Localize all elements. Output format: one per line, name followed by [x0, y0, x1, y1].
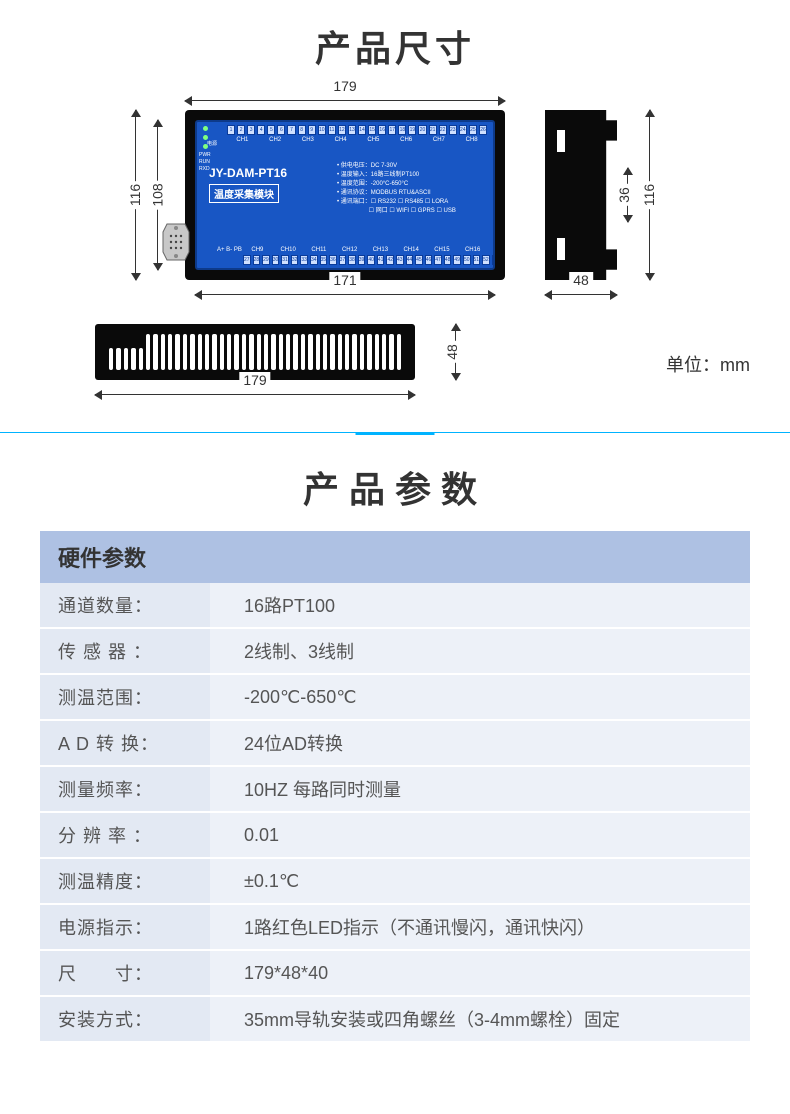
table-row: A D 转 换：24位AD转换 [40, 720, 750, 766]
bottom-terminals: 2728293031323334353637383940414243444546… [243, 255, 487, 265]
dimensions-section: 产品尺寸 179 116 108 [0, 0, 790, 414]
param-key: 通道数量： [40, 583, 210, 628]
dim-front-width-inner: 171 [195, 284, 495, 304]
table-row: 测温范围：-200℃-650℃ [40, 674, 750, 720]
dim-side-height-inner: 36 [617, 168, 639, 222]
table-row: 测温精度：±0.1℃ [40, 858, 750, 904]
parameters-title: 产品参数 [40, 461, 750, 513]
top-terminals: 1234567891011121314151617181920212223242… [227, 125, 487, 135]
param-key: 安装方式： [40, 996, 210, 1042]
table-row: 分 辨 率 ：0.01 [40, 812, 750, 858]
dim-front-height-outer: 116 [125, 110, 147, 280]
param-value: 0.01 [210, 812, 750, 858]
dim-front-width-outer: 179 [185, 90, 505, 110]
param-value: 179*48*40 [210, 950, 750, 996]
dim-side-height-outer: 116 [639, 110, 661, 280]
dimensions-title: 产品尺寸 [40, 20, 750, 72]
param-key: 尺 寸： [40, 950, 210, 996]
bottom-channels: CH9CH10CH11CH12CH13CH14CH15CH16 [243, 247, 487, 253]
device-side [545, 110, 617, 280]
device-pcb: PWRRUNRXD 电源 123456789101112131415161718… [195, 120, 495, 270]
param-value: 1路红色LED指示（不通讯慢闪，通讯快闪） [210, 904, 750, 950]
table-row: 尺 寸：179*48*40 [40, 950, 750, 996]
front-view: 179 116 108 [125, 90, 505, 304]
device-specs: • 供电电压：DC 7-30V• 温度输入：16路三线制PT100• 温度范围：… [337, 162, 456, 216]
table-row: 传 感 器 ：2线制、3线制 [40, 628, 750, 674]
device-subtitle: 温度采集模块 [209, 184, 279, 203]
param-key: 分 辨 率 ： [40, 812, 210, 858]
param-value: 35mm导轨安装或四角螺丝（3-4mm螺栓）固定 [210, 996, 750, 1042]
param-value: 2线制、3线制 [210, 628, 750, 674]
top-view: 179 [95, 324, 415, 404]
table-row: 通道数量：16路PT100 [40, 583, 750, 628]
section-divider [0, 432, 790, 435]
param-key: 测温精度： [40, 858, 210, 904]
db9-connector-icon [161, 222, 191, 262]
device-model: JY-DAM-PT16 [209, 166, 287, 180]
parameters-section: 产品参数 硬件参数 通道数量：16路PT100传 感 器 ：2线制、3线制测温范… [0, 461, 790, 1043]
dim-side-width: 48 [545, 284, 617, 304]
param-value: 24位AD转换 [210, 720, 750, 766]
param-value: 16路PT100 [210, 583, 750, 628]
param-key: A D 转 换： [40, 720, 210, 766]
hardware-params-table: 硬件参数 通道数量：16路PT100传 感 器 ：2线制、3线制测温范围：-20… [40, 531, 750, 1043]
dim-top-height: 48 [445, 324, 467, 380]
power-label: 电源 [207, 140, 217, 147]
top-view-row: 179 48 单位：mm [40, 324, 750, 404]
param-value: ±0.1℃ [210, 858, 750, 904]
unit-label: 单位：mm [666, 351, 750, 377]
table-header: 硬件参数 [40, 531, 750, 583]
side-view: 36 116 48 [545, 90, 665, 304]
param-key: 测温范围： [40, 674, 210, 720]
param-key: 传 感 器 ： [40, 628, 210, 674]
table-row: 电源指示：1路红色LED指示（不通讯慢闪，通讯快闪） [40, 904, 750, 950]
param-value: 10HZ 每路同时测量 [210, 766, 750, 812]
device-front: PWRRUNRXD 电源 123456789101112131415161718… [185, 110, 505, 280]
table-row: 安装方式：35mm导轨安装或四角螺丝（3-4mm螺栓）固定 [40, 996, 750, 1042]
dim-top-width: 179 [95, 384, 415, 404]
dimension-views-row: 179 116 108 [40, 90, 750, 304]
param-key: 电源指示： [40, 904, 210, 950]
param-key: 测量频率： [40, 766, 210, 812]
ab-terminal-label: A+ B- PB [217, 247, 242, 253]
table-row: 测量频率：10HZ 每路同时测量 [40, 766, 750, 812]
param-value: -200℃-650℃ [210, 674, 750, 720]
top-channels: CH1CH2CH3CH4CH5CH6CH7CH8 [227, 137, 487, 143]
hw-header-cell: 硬件参数 [40, 531, 750, 583]
